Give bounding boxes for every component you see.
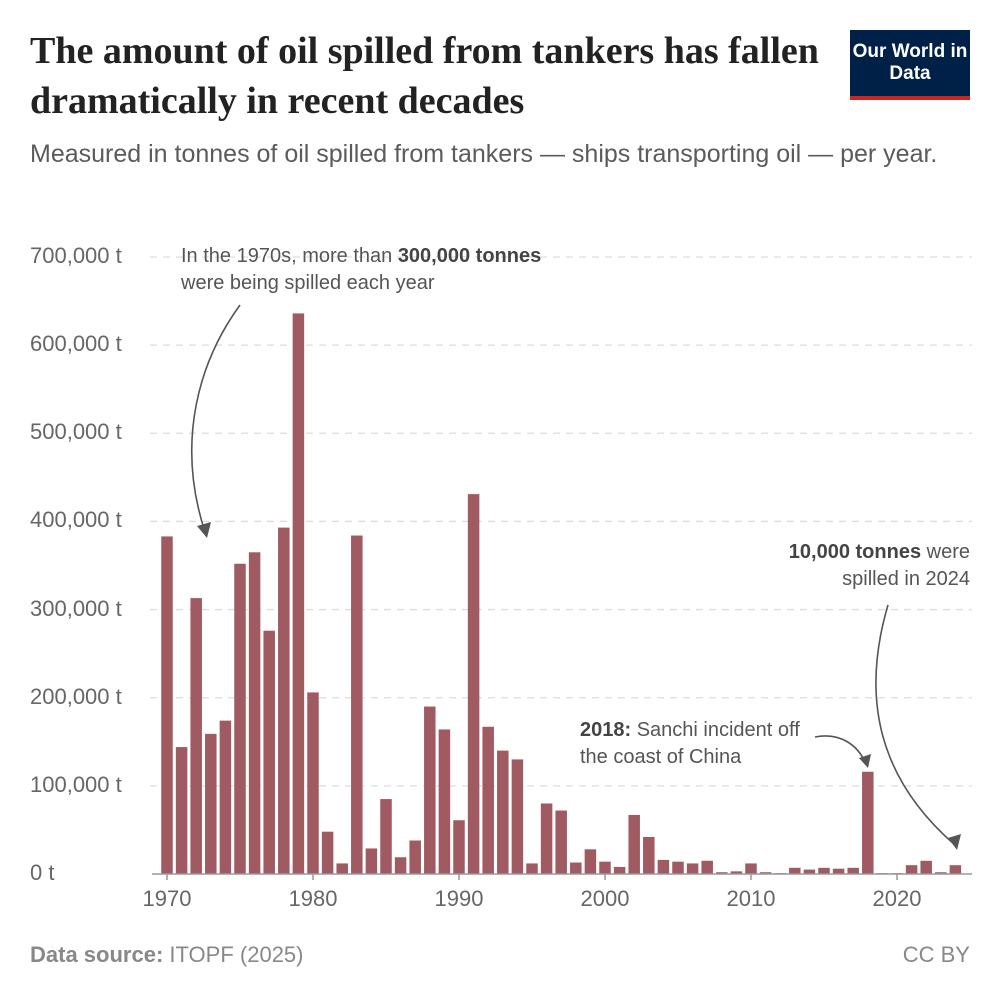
source-link[interactable]: ITOPF (2025) bbox=[169, 942, 304, 967]
bar-2005[interactable] bbox=[672, 861, 684, 874]
x-tick-label: 2010 bbox=[726, 886, 776, 911]
bar-1979[interactable] bbox=[292, 313, 305, 874]
logo-text: Our World in Data bbox=[852, 41, 968, 84]
annotation-bold: 300,000 tonnes bbox=[397, 245, 542, 267]
bar-2011[interactable] bbox=[759, 872, 772, 874]
bar-1980[interactable] bbox=[307, 692, 319, 874]
bar-2024[interactable] bbox=[949, 865, 962, 874]
bar-1986[interactable] bbox=[394, 857, 407, 874]
bar-1978[interactable] bbox=[278, 527, 290, 874]
bar-2021[interactable] bbox=[905, 865, 918, 874]
bar-1983[interactable] bbox=[351, 535, 363, 874]
chart-title: The amount of oil spilled from tankers h… bbox=[30, 30, 819, 122]
chart-subtitle: Measured in tonnes of oil spilled from t… bbox=[30, 140, 938, 168]
x-tick-label: 1970 bbox=[142, 886, 192, 911]
bar-1987[interactable] bbox=[409, 840, 421, 874]
annotation-bold: 2018: bbox=[580, 719, 632, 741]
bar-2007[interactable] bbox=[701, 860, 713, 874]
annotation-text: were being spilled each year bbox=[181, 272, 435, 294]
annotation-text: In the 1970s, more than bbox=[181, 245, 398, 267]
bar-1996[interactable] bbox=[540, 803, 553, 874]
bar-2003[interactable] bbox=[643, 836, 655, 874]
bar-2008[interactable] bbox=[716, 872, 728, 874]
source-label: Data source: bbox=[30, 942, 164, 967]
x-tick-label: 2020 bbox=[872, 886, 922, 911]
annotation-2024: 10,000 tonnes were spilled in 2024 bbox=[750, 539, 970, 593]
annotation-text: Sanchi incident off the coast of China bbox=[580, 719, 800, 768]
bar-1989[interactable] bbox=[438, 729, 451, 874]
x-tick-label: 1990 bbox=[434, 886, 484, 911]
bar-1982[interactable] bbox=[336, 863, 348, 874]
y-tick-label: 700,000 t bbox=[30, 243, 122, 268]
annotation-bold: 10,000 tonnes bbox=[788, 541, 922, 563]
bar-1998[interactable] bbox=[570, 862, 582, 874]
bar-1997[interactable] bbox=[555, 810, 567, 874]
bar-1999[interactable] bbox=[584, 849, 597, 874]
y-tick-label: 100,000 t bbox=[30, 771, 122, 797]
annotation-2018: 2018: Sanchi incident off the coast of C… bbox=[580, 717, 820, 771]
arrow-2018 bbox=[814, 735, 867, 765]
y-tick-label: 500,000 t bbox=[30, 419, 122, 445]
y-tick-label: 0 t bbox=[30, 860, 55, 885]
license[interactable]: CC BY bbox=[902, 942, 970, 967]
bar-1970[interactable] bbox=[161, 536, 173, 874]
bar-2014[interactable] bbox=[803, 869, 816, 874]
bar-1992[interactable] bbox=[482, 726, 494, 874]
data-source: Data source: ITOPF (2025) bbox=[30, 942, 304, 968]
bar-1990[interactable] bbox=[453, 820, 465, 874]
arrow-heads bbox=[197, 522, 961, 850]
bar-1974[interactable] bbox=[219, 720, 232, 874]
bar-1984[interactable] bbox=[365, 848, 378, 874]
bar-2004[interactable] bbox=[657, 859, 670, 874]
bar-2013[interactable] bbox=[789, 867, 801, 874]
bar-1977[interactable] bbox=[263, 630, 275, 874]
bar-1993[interactable] bbox=[497, 750, 509, 874]
bar-1981[interactable] bbox=[321, 831, 334, 874]
bar-2017[interactable] bbox=[847, 867, 859, 874]
bar-1973[interactable] bbox=[205, 733, 217, 874]
bar-1991[interactable] bbox=[467, 494, 480, 874]
bar-2006[interactable] bbox=[686, 863, 699, 874]
bar-1985[interactable] bbox=[380, 799, 392, 874]
bar-1972[interactable] bbox=[190, 598, 202, 874]
bar-2022[interactable] bbox=[920, 860, 932, 874]
x-tick-label: 2000 bbox=[580, 886, 630, 911]
bar-1995[interactable] bbox=[526, 863, 538, 874]
bar-1971[interactable] bbox=[175, 747, 188, 874]
bar-2016[interactable] bbox=[832, 868, 845, 874]
bar-2002[interactable] bbox=[628, 814, 640, 874]
arrow-2024 bbox=[875, 604, 956, 846]
annotation-text: were spilled in 2024 bbox=[842, 541, 970, 590]
y-tick-label: 400,000 t bbox=[30, 507, 122, 533]
bar-2001[interactable] bbox=[613, 866, 626, 874]
bar-2009[interactable] bbox=[730, 871, 743, 874]
y-tick-label: 600,000 t bbox=[30, 331, 122, 357]
owid-logo[interactable]: Our World in Data bbox=[850, 30, 970, 100]
y-tick-label: 200,000 t bbox=[30, 683, 122, 709]
y-tick-label: 300,000 t bbox=[30, 595, 122, 621]
arrow-1970s bbox=[190, 304, 241, 533]
annotation-1970s: In the 1970s, more than 300,000 tonnes w… bbox=[181, 243, 581, 297]
bar-1975[interactable] bbox=[234, 563, 246, 874]
bar-2023[interactable] bbox=[935, 872, 947, 874]
bar-2010[interactable] bbox=[745, 863, 757, 874]
chart-header: The amount of oil spilled from tankers h… bbox=[30, 26, 970, 238]
bar-2015[interactable] bbox=[818, 867, 830, 874]
bar-1988[interactable] bbox=[424, 706, 436, 874]
bar-1994[interactable] bbox=[511, 759, 524, 874]
x-tick-label: 1980 bbox=[288, 886, 338, 911]
bar-2000[interactable] bbox=[599, 861, 611, 874]
bar-1976[interactable] bbox=[248, 552, 261, 874]
bar-2018[interactable] bbox=[862, 771, 874, 874]
